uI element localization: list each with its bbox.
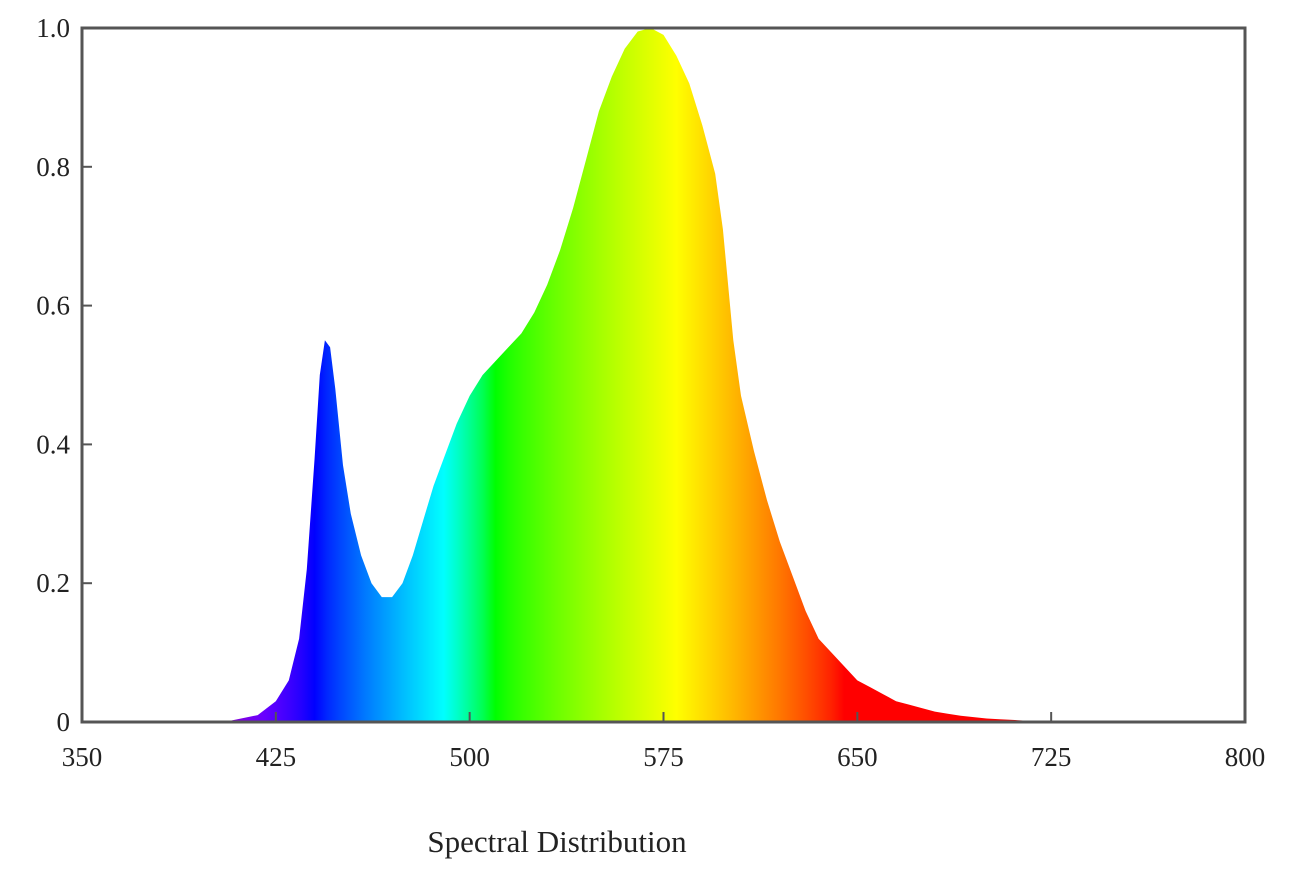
x-tick-labels: 350 425 500 575 650 725 800: [62, 742, 1266, 772]
x-tick-label: 350: [62, 742, 103, 772]
x-tick-label: 725: [1031, 742, 1072, 772]
y-tick-label: 0.4: [36, 429, 70, 459]
x-tick-label: 800: [1225, 742, 1266, 772]
y-tick-label: 0.8: [36, 152, 70, 182]
x-tick-label: 425: [256, 742, 297, 772]
y-tick-labels: 0 0.2 0.4 0.6 0.8 1.0: [36, 13, 70, 737]
y-tick-label: 0.2: [36, 568, 70, 598]
x-tick-label: 650: [837, 742, 878, 772]
y-tick-label: 0: [57, 707, 71, 737]
spectrum-fill: [159, 28, 1194, 722]
x-tick-label: 575: [643, 742, 684, 772]
x-axis-title: Spectral Distribution: [427, 824, 687, 859]
x-tick-label: 500: [449, 742, 490, 772]
y-tick-label: 1.0: [36, 13, 70, 43]
axis-ticks: [81, 27, 1246, 723]
y-tick-label: 0.6: [36, 291, 70, 321]
